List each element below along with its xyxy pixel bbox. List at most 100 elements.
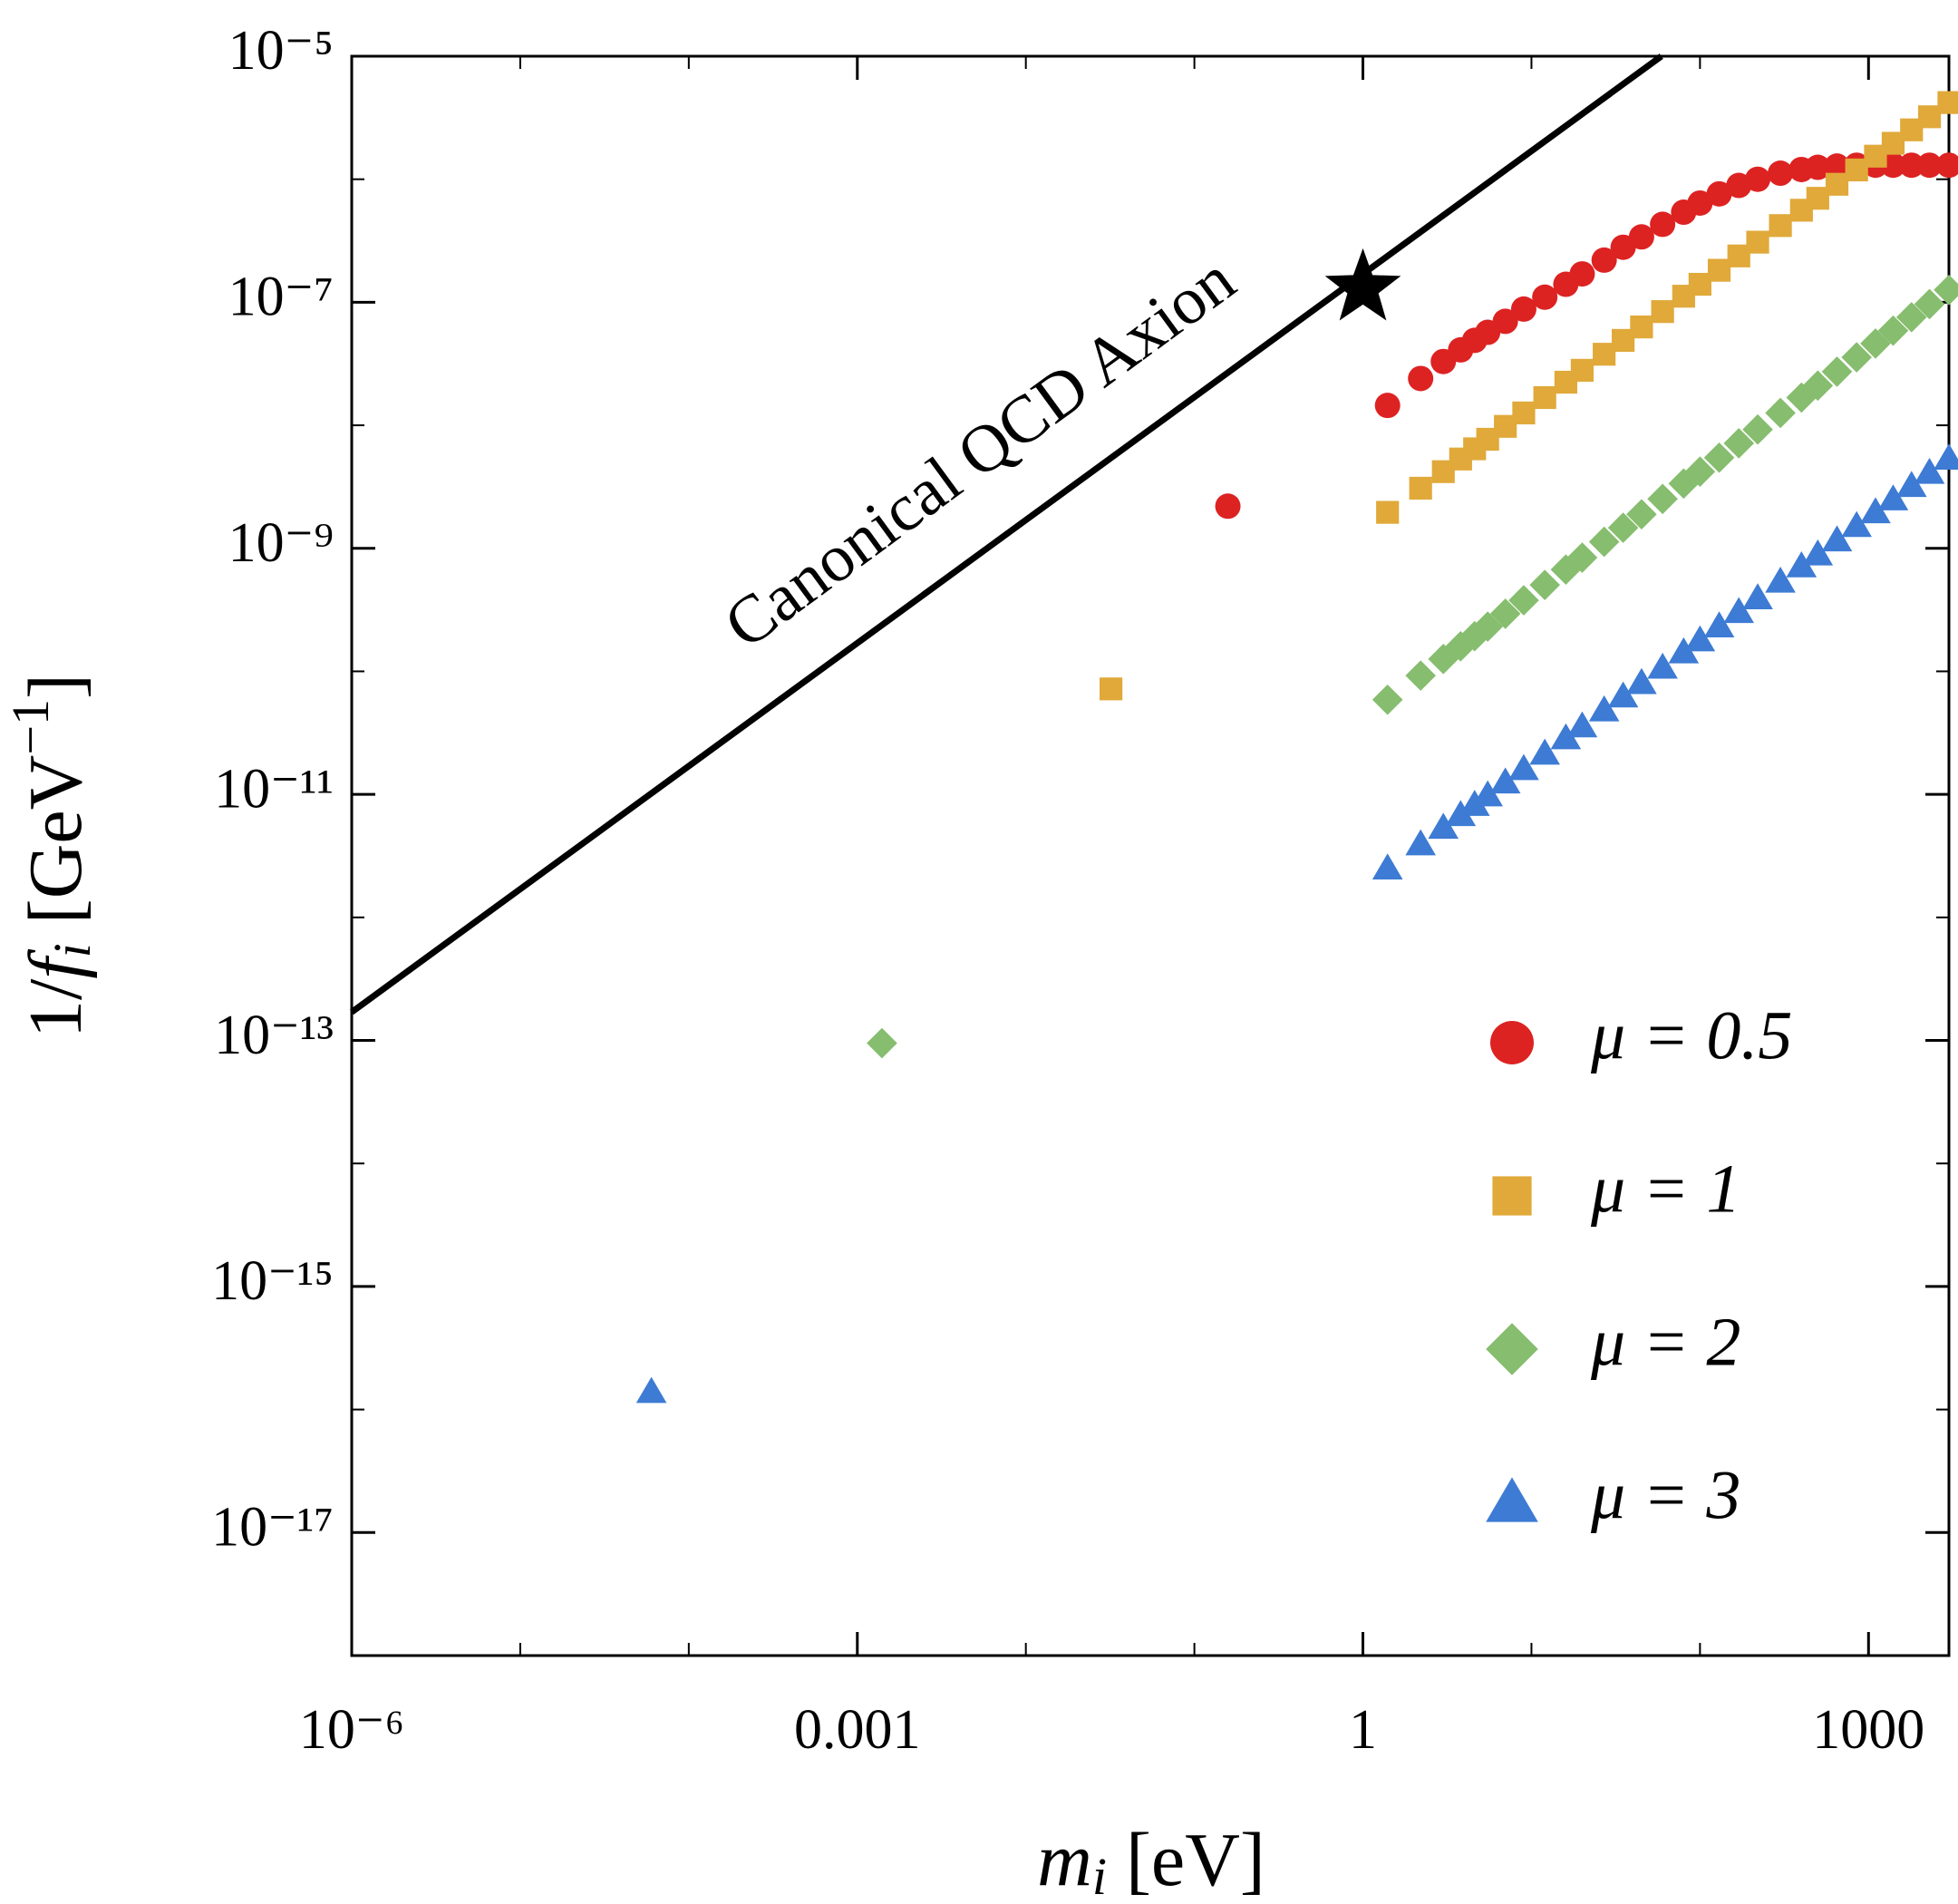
point <box>1405 660 1436 691</box>
point <box>1570 358 1595 383</box>
point <box>1472 780 1503 807</box>
point <box>1372 684 1403 715</box>
point <box>1805 154 1831 180</box>
x-tick-label: 0.001 <box>794 1699 921 1761</box>
y-tick-label: 10⁻¹⁵ <box>211 1250 334 1312</box>
point <box>1841 510 1872 538</box>
plot-frame <box>350 54 1951 1657</box>
point <box>1529 569 1560 600</box>
point <box>1934 274 1958 306</box>
x-axis-label: mi [eV] <box>1037 1818 1265 1904</box>
point <box>1742 583 1773 609</box>
point <box>1566 711 1598 738</box>
star-marker <box>1324 248 1401 321</box>
point <box>1802 539 1834 566</box>
point <box>1684 456 1716 487</box>
point <box>1703 442 1735 473</box>
x-label-part: m <box>1037 1818 1092 1902</box>
point <box>1550 723 1582 750</box>
point <box>1916 152 1943 179</box>
point <box>1877 315 1909 346</box>
point <box>1372 853 1403 879</box>
point <box>1630 316 1653 339</box>
point <box>1405 829 1436 856</box>
point <box>1529 738 1560 765</box>
point <box>1723 428 1755 459</box>
legend-label: μ = 2 <box>1590 1304 1740 1380</box>
point <box>1472 611 1503 642</box>
y-tick-label: 10⁻¹¹ <box>214 758 334 820</box>
point <box>1917 105 1942 129</box>
point <box>1745 166 1771 192</box>
point <box>1533 385 1556 410</box>
point <box>1765 566 1796 593</box>
point <box>1374 393 1401 419</box>
y-tick-label: 10⁻⁷ <box>228 267 334 328</box>
point <box>1628 224 1654 250</box>
point <box>1647 652 1678 679</box>
point <box>1769 214 1792 238</box>
point <box>1765 397 1796 429</box>
y-tick-label: 10⁻¹³ <box>214 1005 334 1066</box>
point <box>1707 258 1731 282</box>
point <box>1428 812 1459 840</box>
point <box>1895 471 1927 498</box>
point <box>1723 597 1755 624</box>
point <box>1492 308 1518 335</box>
point <box>1802 370 1834 402</box>
point <box>1510 296 1536 322</box>
axion-line <box>349 53 1663 1015</box>
y-label-part: 1/ <box>14 978 98 1038</box>
point <box>1703 611 1735 637</box>
point <box>1651 300 1674 324</box>
point <box>1746 230 1769 254</box>
y-tick-label: 10⁻⁵ <box>228 20 334 82</box>
point <box>1860 328 1891 359</box>
point <box>1806 187 1829 210</box>
point <box>1668 636 1700 664</box>
point <box>1647 483 1678 515</box>
point <box>1937 91 1958 114</box>
point <box>1408 365 1434 392</box>
point <box>1650 211 1676 238</box>
point <box>1376 500 1400 524</box>
y-label-part: ] <box>14 674 98 699</box>
x-label-part: [eV] <box>1107 1818 1265 1902</box>
point <box>1459 620 1490 652</box>
point <box>1607 681 1639 708</box>
legend-label: μ = 0.5 <box>1590 997 1792 1073</box>
y-axis-label: 1/fi [GeV−1] <box>1 674 102 1038</box>
point <box>1588 695 1620 722</box>
point <box>1895 302 1927 333</box>
point <box>1508 753 1539 781</box>
point <box>1687 189 1713 216</box>
point <box>1409 476 1432 500</box>
legend-label: μ = 1 <box>1590 1151 1740 1227</box>
y-tick-label: 10⁻⁹ <box>228 512 334 574</box>
point <box>1532 284 1558 310</box>
point <box>1824 153 1850 180</box>
y-label-part: −1 <box>1 699 60 755</box>
point <box>1445 800 1477 827</box>
legend-marker <box>1492 1176 1532 1216</box>
point <box>1821 525 1853 552</box>
point <box>1898 152 1924 179</box>
x-tick-label: 1 <box>1349 1699 1377 1761</box>
point <box>1569 261 1595 287</box>
line-annotation: Canonical QCD Axion <box>712 242 1248 663</box>
point <box>1786 551 1817 578</box>
y-label-part: i <box>43 943 102 957</box>
point <box>1610 234 1636 260</box>
point <box>1914 288 1945 320</box>
point <box>635 1376 667 1404</box>
point <box>1825 172 1849 196</box>
point <box>1821 356 1853 387</box>
x-label-part: i <box>1092 1847 1107 1904</box>
point <box>1877 484 1909 510</box>
point <box>1588 526 1620 558</box>
point <box>1626 667 1657 695</box>
point <box>1914 457 1945 484</box>
legend-marker <box>1486 1477 1538 1522</box>
point <box>1934 443 1958 470</box>
